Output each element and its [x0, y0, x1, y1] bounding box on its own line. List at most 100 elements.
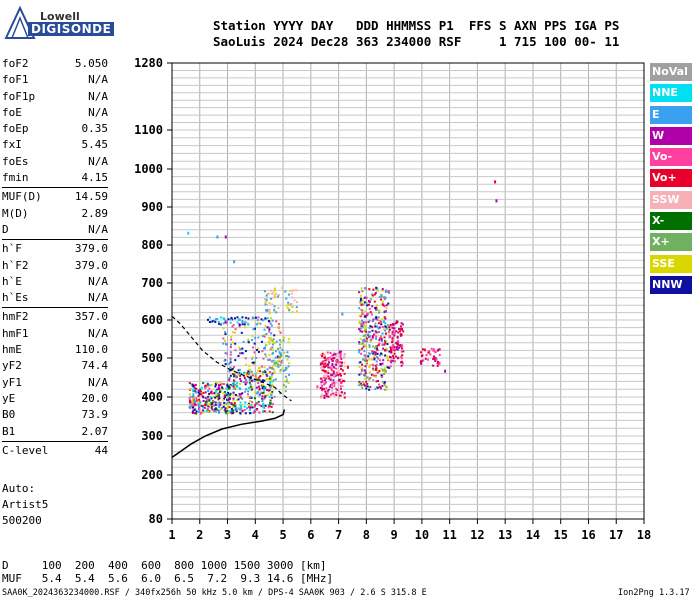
y-tick-label: 900 — [141, 200, 163, 214]
echo-point — [320, 384, 323, 387]
echo-point — [434, 359, 437, 362]
echo-point — [400, 364, 403, 367]
echo-point — [296, 301, 299, 304]
echo-point — [375, 335, 378, 338]
echo-point — [230, 412, 233, 415]
echo-point — [221, 382, 224, 385]
echo-point — [208, 384, 211, 387]
echo-point — [256, 378, 259, 381]
series-point-vo — [396, 342, 399, 346]
param-row-fof1: foF1 N/A — [2, 72, 108, 88]
echo-point — [358, 373, 361, 376]
legend-item-sse: SSE — [650, 254, 692, 273]
echo-point — [381, 288, 384, 291]
echo-point — [325, 381, 328, 384]
echo-point — [268, 354, 271, 357]
echo-point — [325, 395, 328, 398]
echo-point — [374, 306, 377, 309]
echo-point — [198, 393, 201, 396]
echo-point — [223, 391, 226, 394]
echo-point — [276, 355, 279, 358]
series-point-nne — [358, 350, 361, 354]
echo-point — [260, 318, 263, 321]
param-name: fmin — [2, 171, 29, 185]
auto-program: Artist5 — [2, 498, 49, 511]
echo-point — [422, 348, 425, 351]
echo-point — [380, 320, 383, 323]
echo-point — [210, 405, 213, 408]
echo-point — [273, 305, 276, 308]
echo-point — [228, 387, 231, 390]
echo-point — [219, 403, 222, 406]
echo-point — [211, 408, 214, 411]
echo-point — [321, 378, 324, 381]
echo-point — [330, 374, 333, 377]
echo-point — [335, 391, 338, 394]
echo-point — [366, 385, 369, 388]
echo-point — [251, 318, 254, 321]
echo-point — [361, 363, 364, 366]
echo-point — [383, 382, 386, 385]
echo-point — [385, 370, 388, 373]
echo-point — [402, 330, 405, 333]
echo-point — [253, 379, 256, 382]
echo-point — [382, 369, 385, 372]
echo-point — [207, 410, 210, 413]
echo-point — [210, 384, 213, 387]
echo-point — [394, 355, 397, 358]
series-point-w — [495, 199, 498, 203]
echo-point — [232, 385, 235, 388]
y-tick-label: 1280 — [134, 56, 163, 70]
echo-point — [376, 349, 379, 352]
echo-point — [374, 325, 377, 328]
echo-point — [393, 349, 396, 352]
echo-point — [284, 355, 287, 358]
echo-point — [364, 327, 367, 330]
echo-point — [386, 366, 389, 369]
echo-point — [323, 387, 326, 390]
param-name: h`F2 — [2, 258, 29, 272]
echo-point — [360, 287, 363, 290]
echo-point — [249, 386, 252, 389]
echo-point — [319, 363, 322, 366]
echo-point — [378, 383, 381, 386]
echo-point — [191, 383, 194, 386]
echo-point — [261, 392, 264, 395]
echo-point — [262, 319, 265, 322]
plot-area — [172, 63, 644, 519]
echo-point — [273, 293, 276, 296]
echo-point — [263, 370, 266, 373]
echo-point — [363, 315, 366, 318]
echo-point — [375, 386, 378, 389]
echo-point — [327, 357, 330, 360]
echo-point — [337, 361, 340, 364]
echo-point — [217, 411, 220, 414]
echo-point — [256, 390, 259, 393]
echo-point — [328, 366, 331, 369]
echo-point — [188, 401, 191, 404]
echo-point — [366, 376, 369, 379]
echo-point — [399, 328, 402, 331]
echo-point — [366, 340, 369, 343]
echo-point — [227, 412, 230, 415]
echo-point — [430, 347, 433, 350]
echo-point — [222, 405, 225, 408]
echo-point — [363, 310, 366, 313]
echo-point — [246, 407, 249, 410]
echo-point — [216, 392, 219, 395]
echo-point — [248, 412, 251, 415]
echo-point — [272, 368, 275, 371]
echo-point — [422, 359, 425, 362]
echo-point — [384, 322, 387, 325]
echo-point — [364, 359, 367, 362]
echo-point — [273, 309, 276, 312]
echo-point — [389, 360, 392, 363]
echo-point — [290, 292, 293, 295]
echo-point — [437, 360, 440, 363]
echo-point — [251, 346, 254, 349]
echo-point — [261, 395, 264, 398]
echo-point — [197, 404, 200, 407]
echo-point — [339, 372, 342, 375]
echo-point — [369, 298, 372, 301]
echo-point — [266, 394, 269, 397]
